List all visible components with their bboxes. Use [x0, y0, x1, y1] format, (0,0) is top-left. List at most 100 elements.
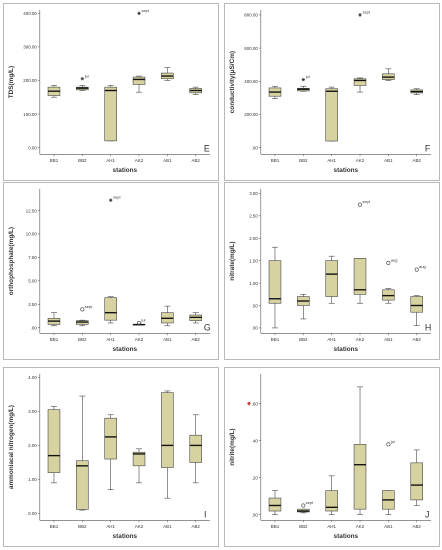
chart-panel-j: .00 .20 .40 .60 nitrite(mg/L) BB1 BB2 AH1 AK2 AB1… — [224, 367, 440, 547]
box-bb2 — [297, 85, 310, 92]
box-ab1 — [382, 490, 395, 516]
box-bb2 — [76, 85, 89, 91]
chart-svg: .00 2.50 5.00 7.50 10.00 12.50 orthophosphate(… — [8, 188, 211, 353]
y-tick-label: .00 — [252, 145, 259, 150]
box-bb2 — [297, 293, 310, 320]
y-axis-label: ammoniacal nitrogen(mg/L) — [8, 405, 15, 489]
outlier-label: sept — [362, 199, 370, 204]
box-ah1 — [104, 414, 117, 490]
outlier-label: jul — [140, 317, 145, 322]
x-tick-label: AK2 — [356, 158, 365, 163]
x-tick-label: AB2 — [413, 337, 422, 342]
y-tick-label: 2.00 — [28, 443, 37, 448]
panel-letter: H — [425, 322, 431, 332]
x-axis-label: stations — [334, 533, 359, 540]
box-iqr — [325, 88, 338, 142]
x-tick-label: BB2 — [299, 337, 308, 342]
box-iqr — [353, 258, 367, 295]
outlier-star-stroke — [81, 77, 84, 81]
box-ak2 — [353, 386, 367, 516]
y-tick-label: 3.00 — [28, 409, 37, 414]
chart-panel-i: 0.00 1.00 2.00 3.00 4.00 ammoniacal nitrogen(… — [3, 367, 219, 547]
x-tick-label: AH1 — [327, 524, 336, 529]
box-ab1 — [382, 68, 395, 81]
panel-letter: I — [204, 509, 206, 519]
y-tick-label: 7.50 — [28, 255, 37, 260]
outlier-star-stroke — [137, 11, 141, 15]
box-iqr — [325, 490, 338, 512]
x-tick-label: BB2 — [78, 524, 87, 529]
box-bb2 — [76, 319, 89, 327]
outlier-circle — [137, 321, 141, 325]
box-iqr — [104, 86, 117, 142]
box-ab2 — [189, 312, 202, 324]
box-iqr — [353, 444, 367, 510]
box-iqr — [410, 462, 423, 501]
box-iqr — [132, 76, 146, 85]
y-tick-label: 10.00 — [26, 232, 38, 237]
x-tick-label: AH1 — [106, 158, 115, 163]
x-tick-label: AB1 — [384, 158, 393, 163]
x-axis-label: stations — [113, 533, 138, 540]
box-ab2 — [189, 86, 202, 95]
y-axis-label: conductivity(μS/Cm) — [229, 51, 236, 113]
x-tick-label: BB1 — [50, 524, 59, 529]
chart-panel-h: .00 .50 1.00 1.50 2.00 2.50 3.00 nitrate(mg/L) B… — [224, 182, 440, 360]
outlier-star — [358, 13, 362, 17]
box-iqr — [353, 78, 367, 86]
y-tick-label: .60 — [252, 401, 259, 406]
x-tick-label: AK2 — [356, 337, 365, 342]
box-ab1 — [161, 305, 174, 327]
x-tick-label: BB1 — [271, 337, 280, 342]
box-ah1 — [104, 296, 117, 324]
outlier-label: sept — [306, 500, 314, 505]
x-tick-label: AH1 — [327, 337, 336, 342]
y-tick-label: 1.00 — [28, 477, 37, 482]
outlier-label: sept — [362, 9, 370, 14]
x-tick-label: BB2 — [299, 524, 308, 529]
y-tick-label: 5.00 — [28, 279, 37, 284]
outlier-star — [108, 198, 113, 202]
outlier-label: sept — [141, 8, 149, 13]
x-tick-label: AB2 — [192, 524, 201, 529]
y-axis-label: TDS(mg/L) — [8, 66, 15, 98]
box-ah1 — [325, 255, 338, 304]
chart-panel-f: .00 200.00 400.00 600.00 800.00 conductivity(… — [224, 3, 440, 181]
y-tick-label: 100.00 — [23, 112, 37, 117]
chart-svg: .00 .20 .40 .60 nitrite(mg/L) BB1 BB2 AH1 AK2 AB1… — [229, 373, 431, 540]
x-tick-label: AH1 — [106, 337, 115, 342]
x-tick-label: BB2 — [299, 158, 308, 163]
chart-svg: 0.00 100.00 200.00 300.00 400.00 TDS(mg/L) BB1… — [8, 8, 210, 174]
outlier-label: aug — [419, 264, 426, 269]
x-tick-label: BB1 — [50, 337, 59, 342]
y-tick-label: 0.00 — [28, 145, 37, 150]
panel-letter: E — [204, 143, 210, 153]
y-tick-label: 3.00 — [249, 191, 258, 196]
x-tick-label: AB1 — [384, 337, 393, 342]
x-tick-label: AK2 — [135, 158, 144, 163]
y-axis-label: nitrite(mg/L) — [229, 428, 236, 465]
outlier-star — [137, 11, 141, 15]
box-iqr — [268, 497, 282, 512]
box-iqr — [189, 434, 202, 463]
x-tick-label: AB2 — [413, 524, 422, 529]
box-bb1 — [47, 85, 61, 98]
box-bb1 — [268, 490, 282, 516]
x-tick-label: AB1 — [163, 158, 172, 163]
x-tick-label: AB1 — [163, 524, 172, 529]
y-tick-label: 2.00 — [249, 236, 258, 241]
x-axis-label: stations — [334, 346, 359, 353]
x-tick-label: AB2 — [192, 158, 201, 163]
box-ab2 — [410, 295, 423, 326]
y-tick-label: 4.00 — [28, 375, 37, 380]
panel-letter: G — [204, 322, 211, 332]
y-tick-label: .20 — [252, 475, 259, 480]
y-tick-label: 1.00 — [249, 281, 258, 286]
axis-mark-star — [247, 401, 251, 406]
x-tick-label: BB2 — [78, 158, 87, 163]
box-ak2 — [353, 77, 367, 93]
x-tick-label: AK2 — [356, 524, 365, 529]
outlier-circle — [414, 267, 419, 272]
x-tick-label: AB2 — [192, 337, 201, 342]
